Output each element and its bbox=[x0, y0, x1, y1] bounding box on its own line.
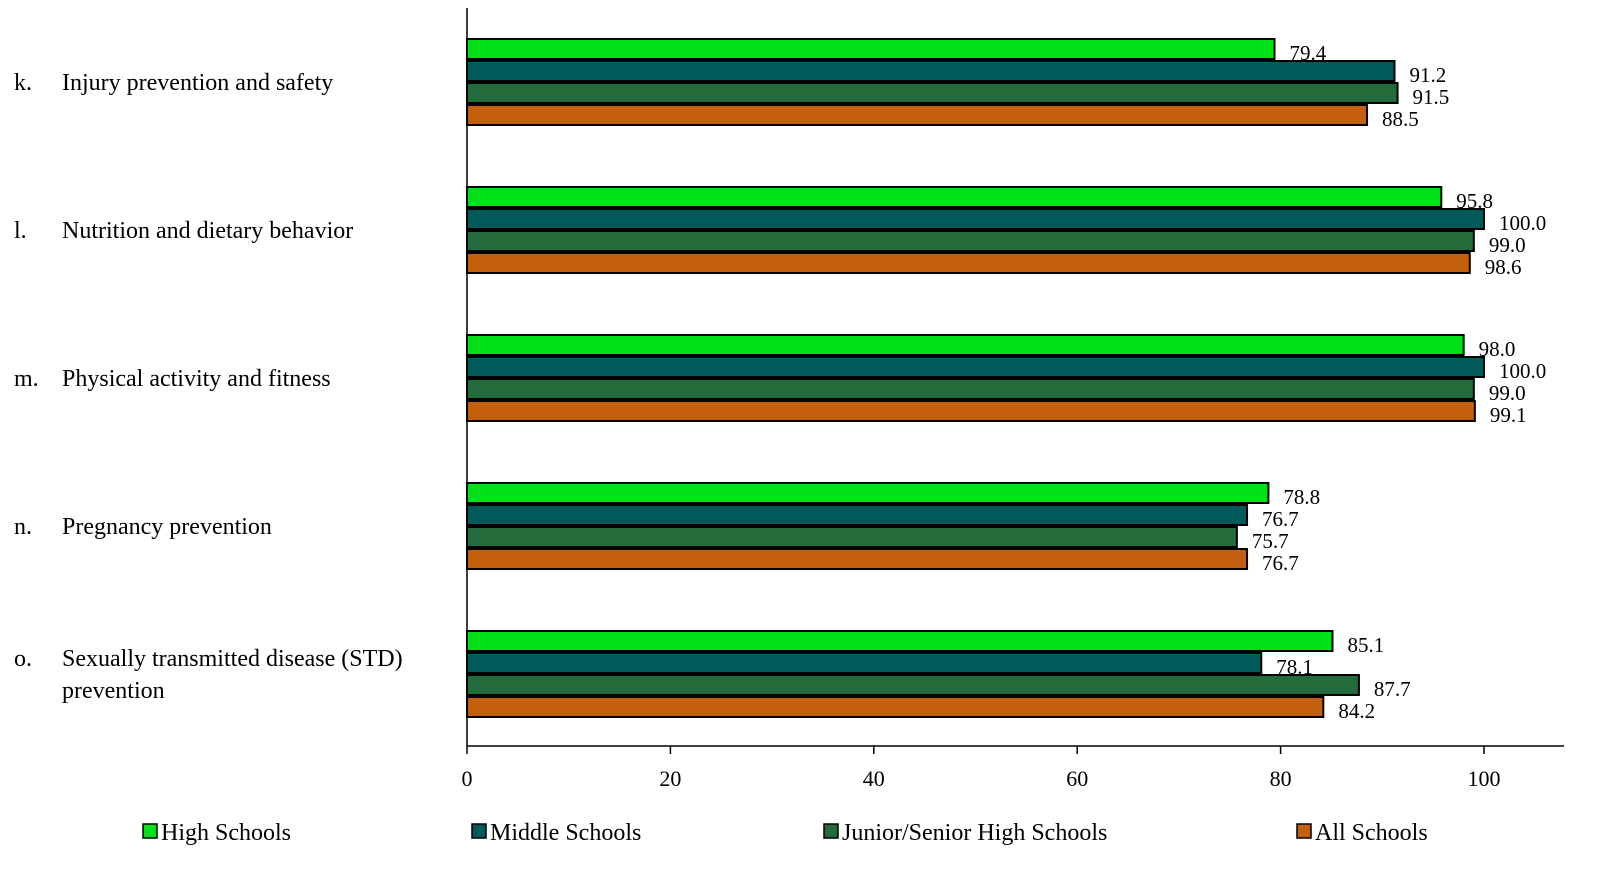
bar bbox=[466, 186, 1443, 208]
data-label: 91.5 bbox=[1413, 85, 1450, 109]
category-label: Nutrition and dietary behavior bbox=[62, 218, 353, 244]
bar bbox=[466, 630, 1334, 652]
data-label: 78.1 bbox=[1276, 655, 1313, 679]
category-label: Pregnancy prevention bbox=[62, 514, 272, 540]
x-tick-label: 20 bbox=[659, 766, 681, 791]
category-label: Injury prevention and safety bbox=[62, 70, 333, 96]
bar bbox=[466, 652, 1263, 674]
data-label: 99.0 bbox=[1489, 381, 1526, 405]
data-label: 100.0 bbox=[1499, 211, 1546, 235]
x-tick-label: 80 bbox=[1270, 766, 1292, 791]
data-label: 91.2 bbox=[1410, 63, 1447, 87]
category-letter: k. bbox=[14, 70, 32, 96]
legend-label: Junior/Senior High Schools bbox=[842, 820, 1107, 846]
data-label: 85.1 bbox=[1347, 633, 1384, 657]
legend-swatch bbox=[142, 823, 158, 839]
x-ticks-group: 0 20 40 60 80 100 bbox=[462, 746, 1501, 791]
data-label: 75.7 bbox=[1252, 529, 1289, 553]
legend-swatch bbox=[1296, 823, 1312, 839]
bar bbox=[466, 504, 1249, 526]
data-label: 76.7 bbox=[1262, 551, 1299, 575]
x-tick-label: 0 bbox=[462, 766, 473, 791]
data-label: 87.7 bbox=[1374, 677, 1411, 701]
bar bbox=[466, 208, 1485, 230]
data-label: 76.7 bbox=[1262, 507, 1299, 531]
category-label: Physical activity and fitness bbox=[62, 366, 331, 392]
data-label: 98.0 bbox=[1479, 337, 1516, 361]
bar bbox=[466, 526, 1238, 548]
bar bbox=[466, 696, 1325, 718]
bar bbox=[466, 60, 1396, 82]
legend-swatch bbox=[823, 823, 839, 839]
legend-swatch bbox=[471, 823, 487, 839]
category-letter: n. bbox=[14, 514, 32, 540]
bar bbox=[466, 82, 1399, 104]
bar bbox=[466, 104, 1369, 126]
category-label: prevention bbox=[62, 678, 165, 704]
bar bbox=[466, 674, 1360, 696]
data-label: 79.4 bbox=[1289, 41, 1326, 65]
legend-label: All Schools bbox=[1315, 820, 1428, 846]
bar bbox=[466, 548, 1249, 570]
x-tick-label: 40 bbox=[863, 766, 885, 791]
bar bbox=[466, 482, 1270, 504]
bar bbox=[466, 252, 1471, 274]
category-letter: l. bbox=[14, 218, 27, 244]
data-label: 100.0 bbox=[1499, 359, 1546, 383]
bar bbox=[466, 400, 1476, 422]
bar bbox=[466, 230, 1475, 252]
bar bbox=[466, 38, 1276, 60]
data-label: 78.8 bbox=[1283, 485, 1320, 509]
x-tick-label: 60 bbox=[1066, 766, 1088, 791]
legend: High Schools Middle Schools Junior/Senior … bbox=[142, 820, 1428, 846]
data-label: 88.5 bbox=[1382, 107, 1419, 131]
data-label: 99.0 bbox=[1489, 233, 1526, 257]
bar bbox=[466, 334, 1465, 356]
data-label: 84.2 bbox=[1338, 699, 1375, 723]
legend-label: High Schools bbox=[161, 820, 291, 846]
category-labels-group: k. Injury prevention and safety l. Nutritio… bbox=[14, 70, 403, 704]
bars-group bbox=[466, 38, 1485, 718]
axes-group bbox=[466, 8, 1564, 747]
legend-label: Middle Schools bbox=[490, 820, 641, 846]
data-label: 99.1 bbox=[1490, 403, 1527, 427]
category-label: Sexually transmitted disease (STD) bbox=[62, 646, 403, 672]
bar bbox=[466, 378, 1475, 400]
x-tick-label: 100 bbox=[1468, 766, 1501, 791]
data-label: 95.8 bbox=[1456, 189, 1493, 213]
category-letter: o. bbox=[14, 646, 32, 672]
category-letter: m. bbox=[14, 366, 39, 392]
bar bbox=[466, 356, 1485, 378]
data-label: 98.6 bbox=[1485, 255, 1522, 279]
data-labels-group: 79.491.291.588.595.8100.099.098.698.0100… bbox=[1252, 41, 1546, 723]
